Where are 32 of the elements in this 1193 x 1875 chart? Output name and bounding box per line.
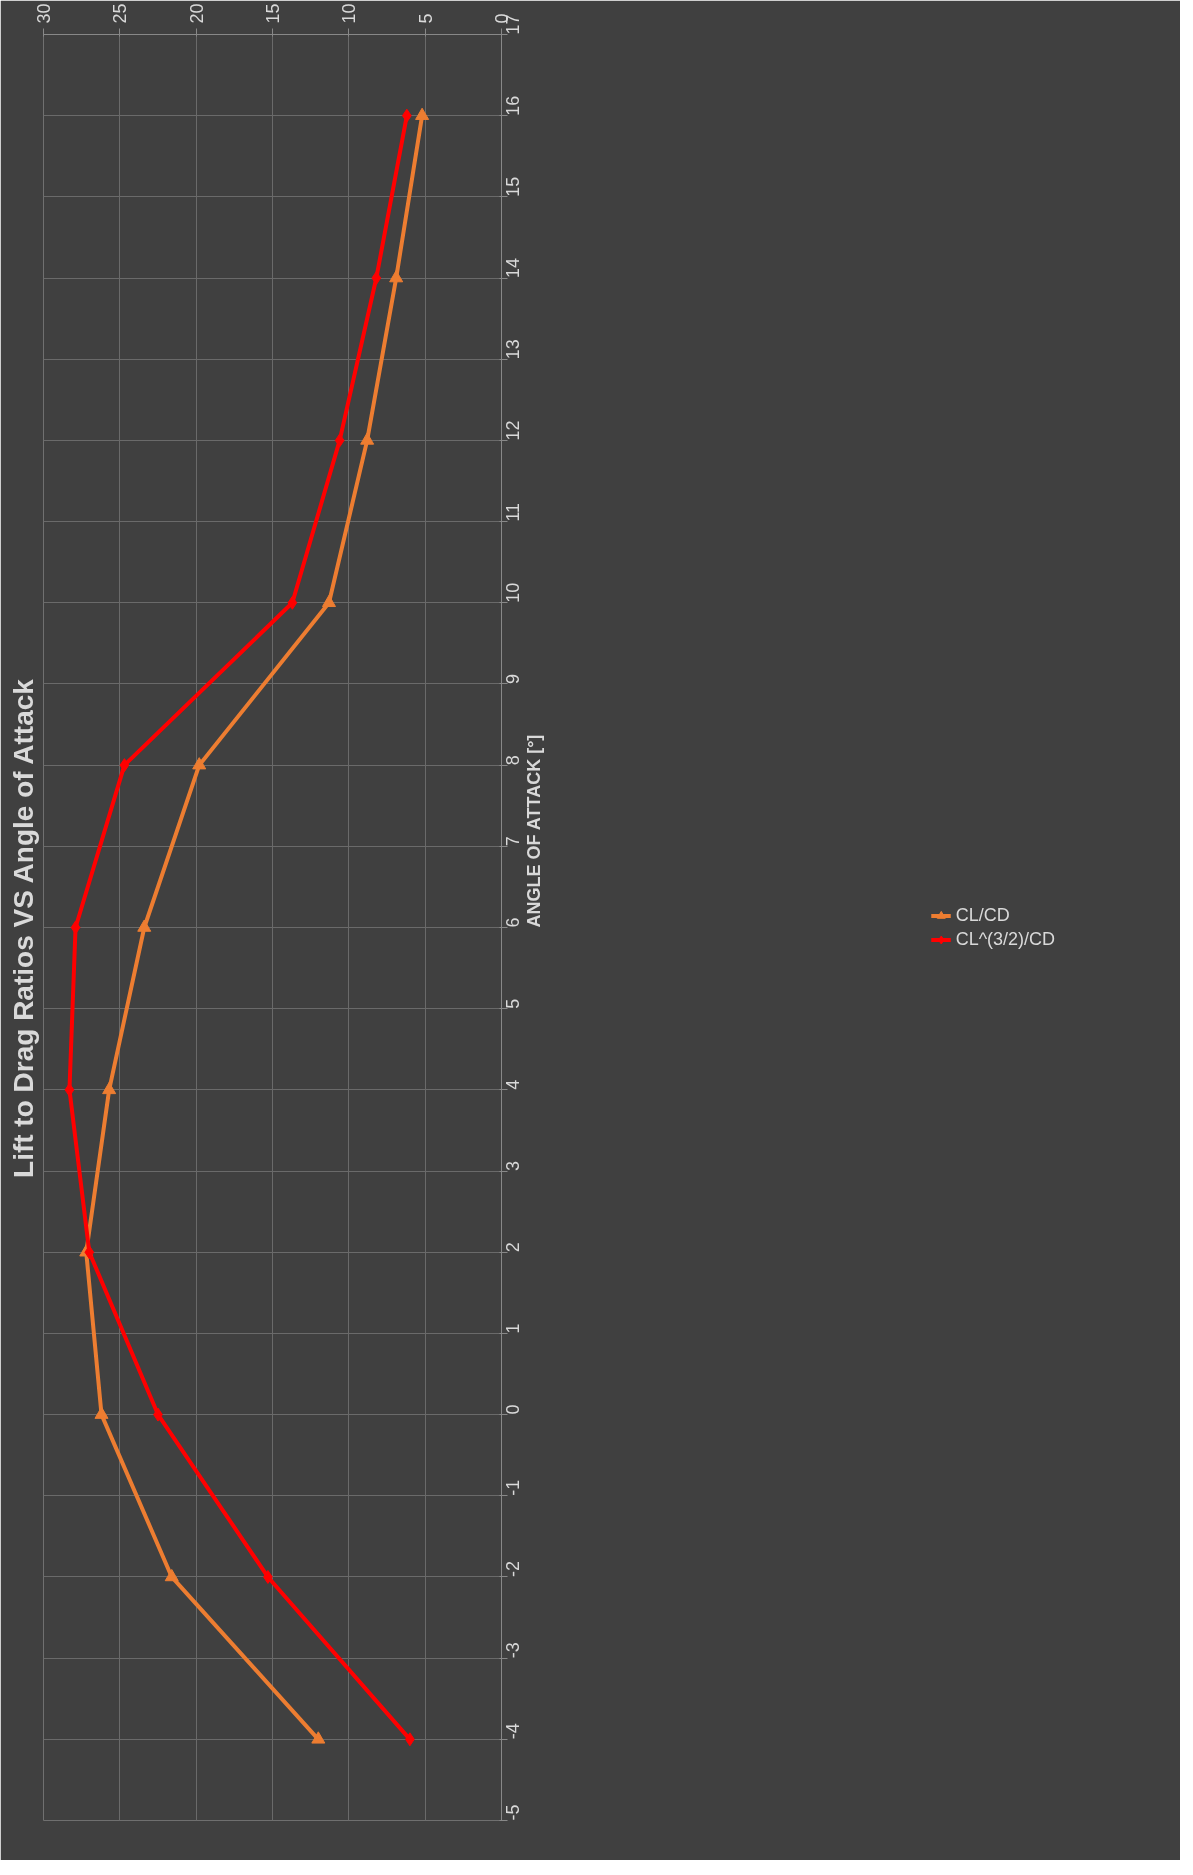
y-tick-label: 11: [503, 502, 523, 522]
y-tick-label: 5: [503, 998, 523, 1009]
x-tick-label: 20: [186, 3, 207, 24]
y-tick-label: -3: [503, 1642, 523, 1659]
y-tick-label: 6: [503, 917, 523, 928]
y-tick-label: 9: [503, 673, 523, 684]
y-tick-label: -1: [503, 1479, 523, 1496]
legend-label: CL^(3/2)/CD: [955, 928, 1056, 950]
y-tick-label: 8: [503, 755, 523, 766]
y-tick-label: 7: [503, 836, 523, 847]
y-tick-label: 13: [503, 339, 523, 360]
x-tick-label: 30: [34, 3, 54, 24]
y-tick-label: 1: [503, 1323, 523, 1334]
y-tick-label: 15: [503, 176, 523, 197]
text: Lift to Drag Ratios VS Angle of Attack: [7, 678, 39, 1178]
y-tick-label: -5: [503, 1804, 523, 1821]
y-tick-label: 3: [503, 1161, 523, 1172]
x-tick-label: 10: [339, 3, 360, 24]
y-tick-label: 14: [503, 258, 523, 279]
y-tick-label: 10: [503, 582, 523, 603]
y-axis-title: ANGLE OF ATTACK [°]: [523, 734, 544, 928]
x-tick-label: 15: [263, 3, 283, 24]
y-tick-label: 12: [503, 420, 523, 441]
y-tick-label: -2: [503, 1560, 523, 1577]
x-tick-label: 5: [415, 13, 436, 24]
y-tick-label: -4: [503, 1723, 523, 1740]
y-tick-label: 4: [503, 1079, 523, 1090]
y-tick-label: 0: [503, 1404, 523, 1415]
x-tick-label: 25: [110, 3, 131, 24]
y-tick-label: 16: [503, 95, 523, 116]
y-tick-label: 2: [503, 1242, 523, 1253]
legend-label: CL/CD: [955, 904, 1010, 926]
